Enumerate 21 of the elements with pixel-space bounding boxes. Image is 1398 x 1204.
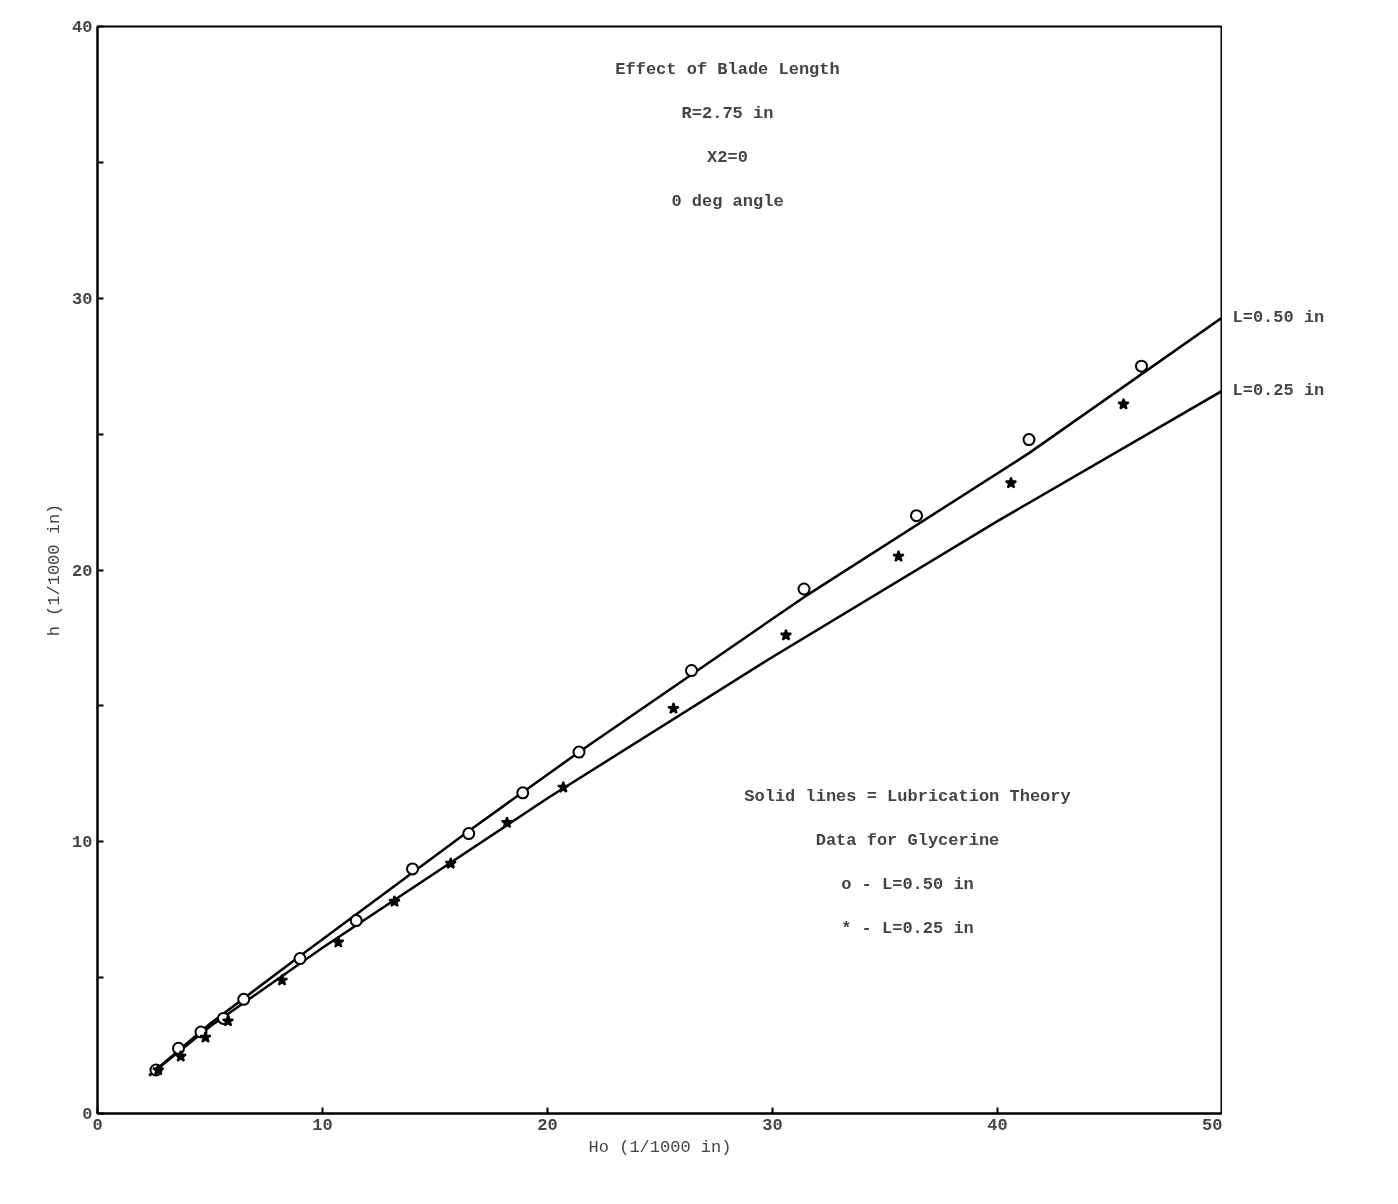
x-tick-label: 40 <box>987 1115 1008 1135</box>
y-tick-label: 20 <box>72 561 93 581</box>
x-tick-label: 30 <box>762 1115 783 1135</box>
y-tick-label: 10 <box>72 833 93 853</box>
series-label: L=0.50 in <box>1232 307 1325 327</box>
annotation: X2=0 <box>707 148 748 167</box>
annotation: Data for Glycerine <box>815 831 1000 850</box>
annotation: o - L=0.50 in <box>841 875 974 894</box>
y-tick-label: 30 <box>72 289 93 309</box>
y-axis-title: h (1/1000 in) <box>45 503 65 637</box>
y-tick-label: 40 <box>72 18 93 37</box>
annotation: R=2.75 in <box>681 104 774 123</box>
annotation: * - L=0.25 in <box>841 919 974 938</box>
series-label: L=0.25 in <box>1232 381 1325 401</box>
x-tick-label: 50 <box>1202 1115 1223 1135</box>
annotation: Solid lines = Lubrication Theory <box>744 787 1071 806</box>
annotation: 0 deg angle <box>671 192 784 211</box>
x-tick-label: 20 <box>537 1115 558 1135</box>
x-tick-label: 10 <box>312 1115 333 1135</box>
x-axis-title: Ho (1/1000 in) <box>588 1137 732 1157</box>
text: Effect of Blade Length <box>615 60 840 79</box>
